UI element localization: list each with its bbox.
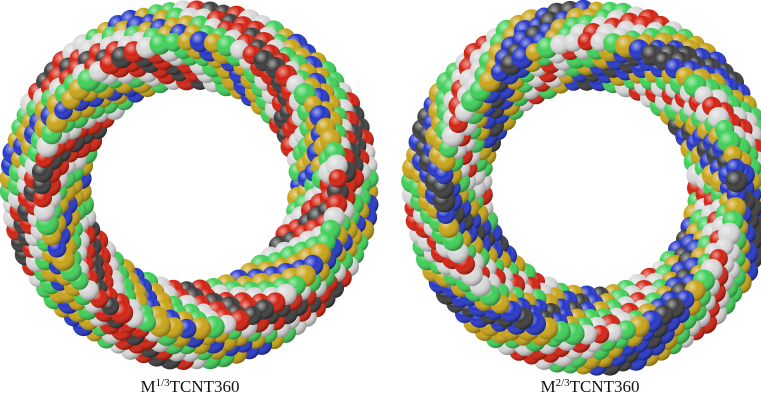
figure: M1/3TCNT360 M2/3TCNT360 — [0, 0, 761, 401]
caption-base: M — [140, 377, 155, 396]
caption-superscript: 2/3 — [556, 377, 571, 389]
caption-right: M2/3TCNT360 — [540, 377, 639, 396]
torus-right — [401, 0, 761, 376]
torus-left — [0, 0, 379, 370]
atom-shading — [329, 169, 348, 188]
caption-base: M — [540, 377, 555, 396]
caption-rest: TCNT360 — [170, 377, 240, 396]
caption-left: M1/3TCNT360 — [140, 377, 239, 396]
caption-superscript: 1/3 — [156, 377, 171, 389]
atom-shading — [725, 170, 747, 192]
caption-rest: TCNT360 — [570, 377, 640, 396]
